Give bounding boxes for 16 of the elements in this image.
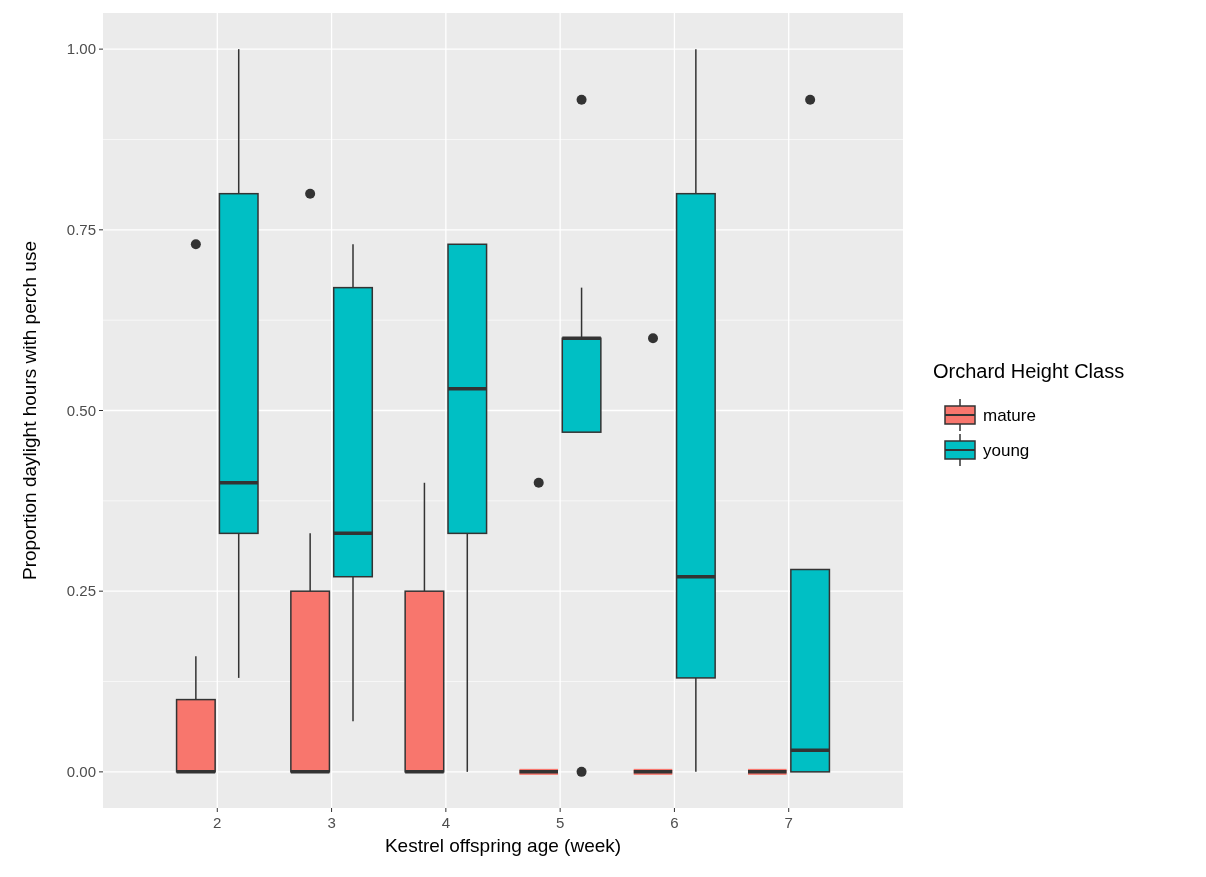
x-tick-label: 7 (784, 814, 793, 831)
y-axis-title: Proportion daylight hours with perch use (19, 240, 40, 581)
y-tick-label: 0.00 (66, 763, 96, 781)
x-tick-label: 2 (213, 814, 222, 831)
x-tick-label: 6 (670, 814, 679, 831)
x-axis-title: Kestrel offspring age (week) (384, 835, 622, 856)
legend-label: mature (983, 405, 1036, 425)
y-tick-label: 0.25 (66, 582, 96, 600)
x-tick-label: 4 (441, 814, 451, 831)
x-tick-label: 5 (555, 814, 565, 831)
y-tick-label: 0.75 (66, 221, 96, 239)
legend-label: young (983, 440, 1030, 460)
legend-title: Orchard Height Class (933, 360, 1125, 382)
y-tick-label: 0.50 (66, 401, 96, 419)
y-tick-label: 1.00 (66, 40, 96, 58)
x-tick-label: 3 (327, 814, 336, 831)
